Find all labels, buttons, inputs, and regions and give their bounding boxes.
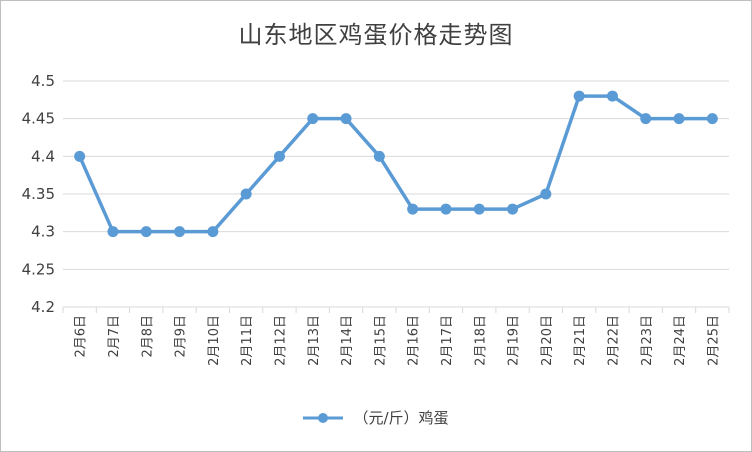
- data-point: [74, 150, 86, 162]
- y-tick-label: 4.5: [31, 72, 55, 90]
- x-tick-label: 2月14日: [340, 315, 355, 366]
- y-tick-label: 4.4: [31, 147, 55, 165]
- data-point: [107, 226, 119, 238]
- data-point: [407, 203, 419, 215]
- data-point: [606, 90, 618, 102]
- data-point: [573, 90, 585, 102]
- data-point: [473, 203, 485, 215]
- x-tick-label: 2月6日: [74, 315, 89, 358]
- y-tick-label: 4.3: [31, 223, 55, 241]
- x-tick-label: 2月20日: [540, 315, 555, 366]
- x-tick-label: 2月12日: [273, 315, 288, 366]
- x-tick-label: 2月22日: [606, 315, 621, 366]
- legend-label: （元/斤）鸡蛋: [353, 409, 449, 427]
- data-point: [273, 150, 285, 162]
- x-tick-label: 2月23日: [640, 315, 655, 366]
- y-tick-label: 4.45: [22, 110, 55, 128]
- x-tick-label: 2月13日: [307, 315, 322, 366]
- data-point: [673, 113, 685, 125]
- y-tick-label: 4.35: [22, 185, 55, 203]
- data-point: [706, 113, 718, 125]
- x-tick-label: 2月15日: [373, 315, 388, 366]
- legend-line-marker: [303, 412, 344, 423]
- data-point: [140, 226, 152, 238]
- data-point: [207, 226, 219, 238]
- series-line: [78, 94, 713, 234]
- x-tick-label: 2月16日: [407, 315, 422, 366]
- y-tick-label: 4.2: [31, 298, 55, 316]
- x-tick-label: 2月21日: [573, 315, 588, 366]
- x-tick-label: 2月8日: [140, 315, 155, 358]
- x-tick-label: 2月25日: [706, 315, 721, 366]
- x-tick-label: 2月19日: [507, 315, 522, 366]
- data-point: [507, 203, 519, 215]
- data-point: [440, 203, 452, 215]
- data-point: [540, 188, 552, 200]
- x-tick-label: 2月17日: [440, 315, 455, 366]
- chart-title: 山东地区鸡蛋价格走势图: [238, 21, 514, 49]
- data-point: [373, 150, 385, 162]
- x-tick-label: 2月24日: [673, 315, 688, 366]
- data-point: [307, 113, 319, 125]
- x-tick-label: 2月10日: [207, 315, 222, 366]
- x-tick-label: 2月9日: [174, 315, 189, 358]
- x-tick-label: 2月7日: [107, 315, 122, 358]
- data-point: [240, 188, 252, 200]
- x-tick-label: 2月18日: [473, 315, 488, 366]
- data-point: [640, 113, 652, 125]
- y-tick-label: 4.25: [22, 260, 55, 278]
- data-point: [340, 113, 352, 125]
- x-tick-label: 2月11日: [240, 315, 255, 366]
- legend: （元/斤）鸡蛋: [1, 407, 751, 428]
- data-point: [174, 226, 186, 238]
